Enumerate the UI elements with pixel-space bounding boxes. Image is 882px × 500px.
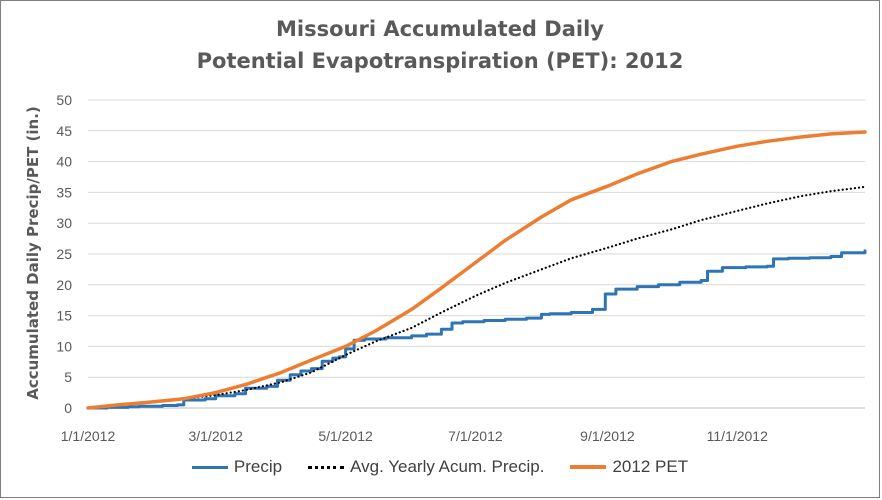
legend-item-avg-precip: Avg. Yearly Acum. Precip. <box>308 457 544 477</box>
chart-title-line-2: Potential Evapotranspiration (PET): 2012 <box>196 49 684 73</box>
legend-swatch-avg-precip <box>308 465 345 469</box>
legend-label-pet: 2012 PET <box>612 457 689 476</box>
y-tick-label-40: 40 <box>56 154 72 170</box>
x-tick-label-2: 5/1/2012 <box>318 428 373 444</box>
chart-title-line-1: Missouri Accumulated Daily <box>276 17 604 41</box>
legend-swatch-precip <box>191 465 228 469</box>
y-tick-label-15: 15 <box>56 308 72 324</box>
y-tick-label-10: 10 <box>56 338 72 354</box>
y-tick-label-25: 25 <box>56 246 72 262</box>
x-tick-label-3: 7/1/2012 <box>448 428 503 444</box>
y-tick-label-45: 45 <box>56 123 72 139</box>
chart-plot-area: 0 5 10 15 20 25 30 35 40 45 50 1/1/2012 3/1/2012 5/1/… <box>56 92 867 444</box>
x-tick-label-4: 9/1/2012 <box>580 428 635 444</box>
chart-title: Missouri Accumulated Daily Potential Eva… <box>1 13 879 77</box>
y-tick-label-50: 50 <box>56 92 72 108</box>
series-line-avg-precip <box>86 185 867 410</box>
y-tick-label-35: 35 <box>56 184 72 200</box>
legend: Precip Avg. Yearly Acum. Precip. 2012 PE… <box>1 457 879 477</box>
y-tick-label-20: 20 <box>56 277 72 293</box>
y-tick-label-5: 5 <box>64 369 72 385</box>
legend-label-precip: Precip <box>233 457 283 476</box>
legend-swatch-pet <box>570 465 607 469</box>
legend-item-pet: 2012 PET <box>570 457 688 477</box>
legend-item-precip: Precip <box>191 457 283 477</box>
y-tick-label-0: 0 <box>64 400 72 416</box>
x-tick-label-0: 1/1/2012 <box>61 428 116 444</box>
series-line-pet <box>86 130 867 410</box>
series-line-precip <box>86 249 867 410</box>
x-tick-label-1: 3/1/2012 <box>188 428 243 444</box>
y-tick-label-30: 30 <box>56 215 72 231</box>
x-tick-label-5: 11/1/2012 <box>707 428 768 444</box>
legend-label-avg-precip: Avg. Yearly Acum. Precip. <box>350 457 545 476</box>
